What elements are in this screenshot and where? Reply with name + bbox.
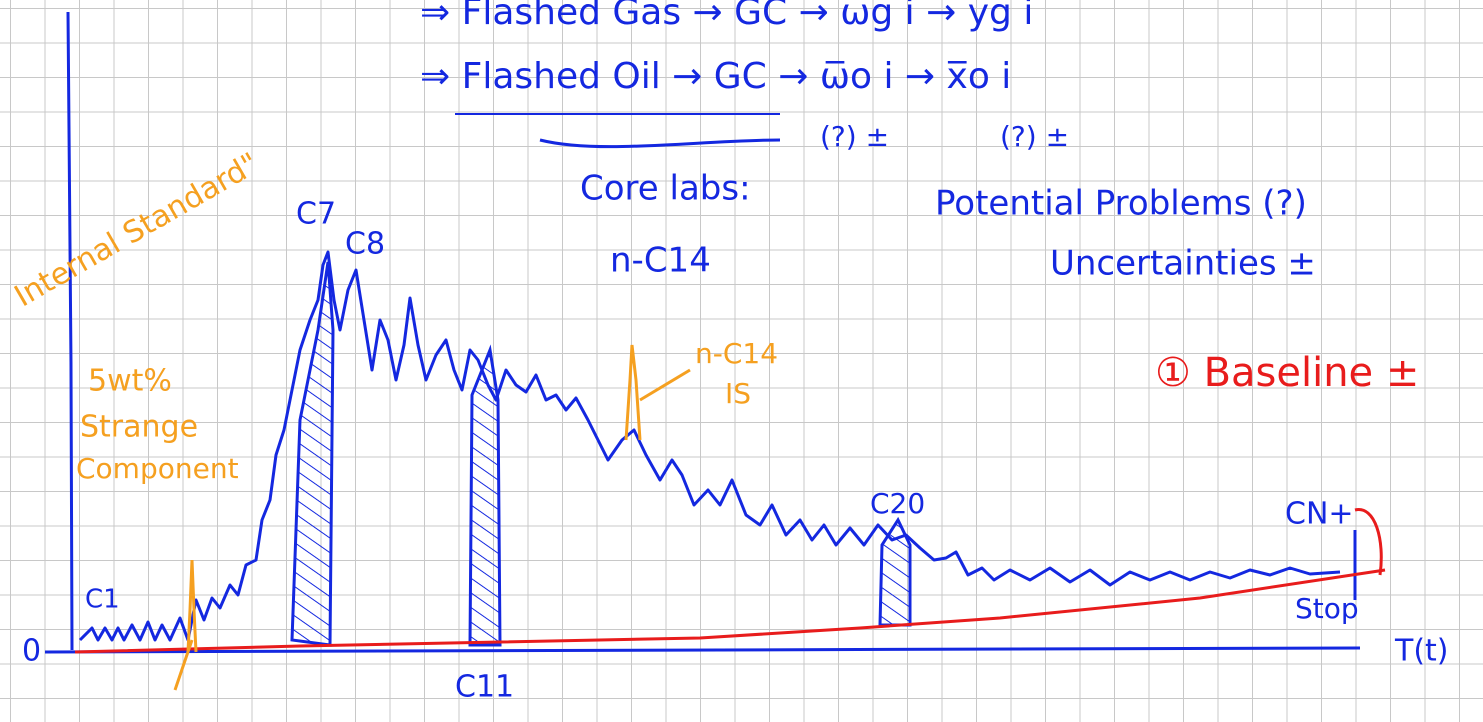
strange-arrow (175, 640, 192, 690)
uncertainty: (?) ± (820, 120, 889, 153)
peak-label: CN+ (1285, 497, 1354, 532)
is-arrow (640, 370, 690, 400)
problems: Potential Problems (?) (935, 184, 1307, 224)
stop-label: Stop (1295, 592, 1359, 625)
peak-label: C8 (345, 227, 385, 262)
x-axis-label: T(t) (1394, 634, 1449, 669)
sketch: ⇒ Flashed Gas → GC → ω̅g i → y̅g i ⇒ Fla… (0, 0, 1483, 722)
core-labs: Core labs: (580, 169, 751, 209)
hatched-peak (292, 262, 333, 645)
flow-oil: ⇒ Flashed Oil → GC → ω̅o i → x̅o i (420, 56, 1011, 97)
peak-label: C11 (455, 670, 514, 705)
is-label: n-C14 (695, 337, 778, 370)
strange-label: Component (76, 452, 239, 485)
peak-label: C1 (85, 585, 120, 615)
cn-bracket (1355, 510, 1381, 575)
flow-gas: ⇒ Flashed Gas → GC → ω̅g i → y̅g i (420, 0, 1033, 33)
is-peak (626, 345, 640, 440)
underline (540, 140, 780, 147)
core-labs-std: n-C14 (610, 241, 711, 281)
y-axis (68, 12, 72, 650)
baseline (75, 570, 1385, 652)
chromatogram-trace (80, 252, 1340, 640)
notebook-page: ⇒ Flashed Gas → GC → ω̅g i → y̅g i ⇒ Fla… (0, 0, 1483, 722)
peak-label: C20 (870, 487, 925, 520)
uncertainties: Uncertainties ± (1050, 244, 1316, 284)
hatched-peak (470, 350, 500, 645)
is-label: IS (725, 377, 751, 410)
internal-standard: Internal Standard" (9, 146, 265, 314)
uncertainty: (?) ± (1000, 120, 1069, 153)
strange-label: Strange (80, 410, 198, 445)
strange-peak (188, 560, 196, 652)
strange-label: 5wt% (88, 364, 172, 399)
origin-label: 0 (22, 634, 41, 669)
peak-label: C7 (296, 197, 336, 232)
baseline-note: ① Baseline ± (1155, 350, 1419, 396)
